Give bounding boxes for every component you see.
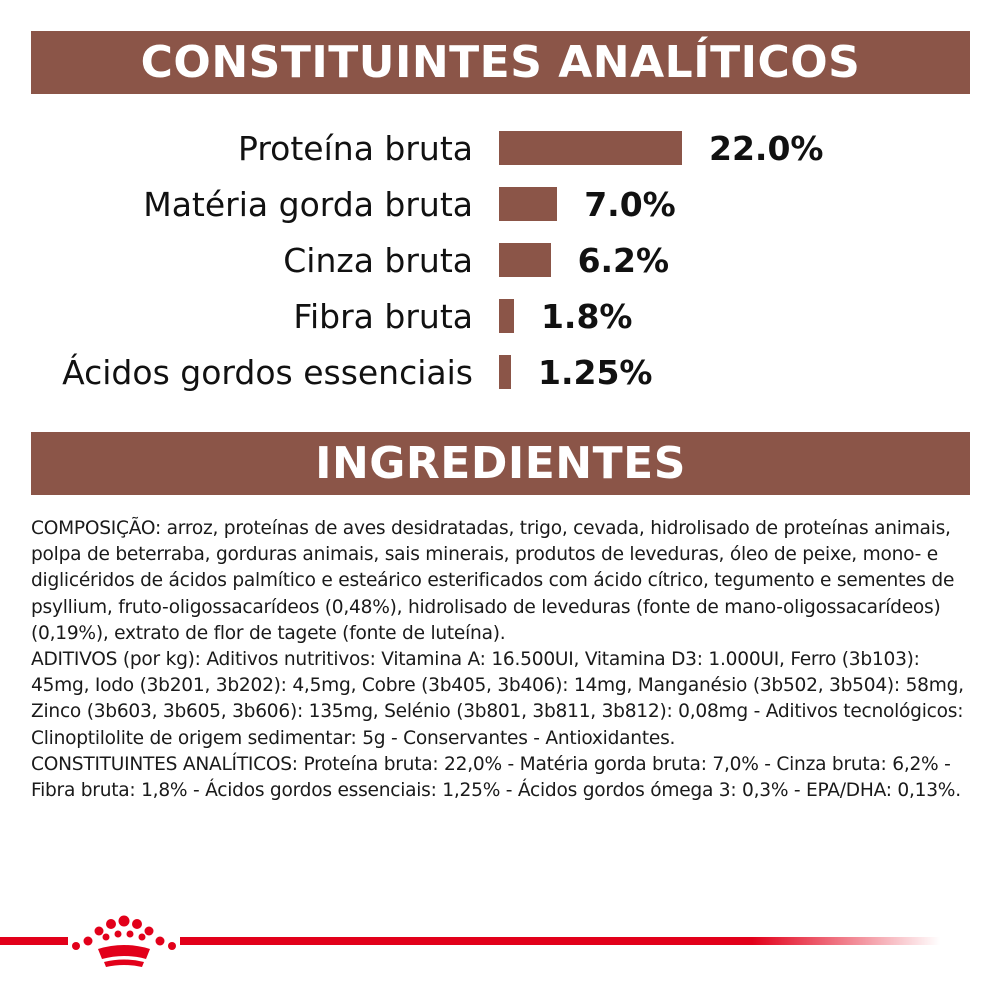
chart-row: Matéria gorda bruta 7.0%: [0, 183, 1000, 227]
chart-value-label: 6.2%: [577, 241, 670, 280]
chart-row: Ácidos gordos essenciais 1.25%: [0, 351, 1000, 395]
ingredients-analytical: CONSTITUINTES ANALÍTICOS: Proteína bruta…: [31, 753, 961, 802]
footer-red-line: [0, 937, 940, 945]
ingredients-banner: INGREDIENTES: [31, 432, 970, 495]
chart-category-label: Proteína bruta: [238, 129, 473, 168]
chart-bar: [499, 299, 514, 333]
chart-bar: [499, 243, 551, 277]
chart-row: Fibra bruta 1.8%: [0, 295, 1000, 339]
chart-category-label: Ácidos gordos essenciais: [62, 353, 473, 392]
ingredients-additives: ADITIVOS (por kg): Aditivos nutritivos: …: [31, 649, 964, 749]
chart-category-label: Cinza bruta: [283, 241, 473, 280]
chart-row: Cinza bruta 6.2%: [0, 239, 1000, 283]
analytics-banner: CONSTITUINTES ANALÍTICOS: [31, 31, 970, 94]
chart-value-label: 1.8%: [540, 297, 633, 336]
chart-value-label: 22.0%: [709, 129, 824, 168]
chart-value-label: 1.25%: [538, 353, 653, 392]
chart-category-label: Fibra bruta: [293, 297, 473, 336]
chart-category-label: Matéria gorda bruta: [143, 185, 473, 224]
ingredients-composition: COMPOSIÇÃO: arroz, proteínas de aves des…: [31, 518, 955, 644]
analytics-bar-chart: Proteína bruta 22.0% Matéria gorda bruta 7.…: [0, 110, 1000, 400]
chart-bar: [499, 187, 558, 221]
chart-row: Proteína bruta 22.0%: [0, 127, 1000, 171]
chart-bar: [499, 131, 682, 165]
chart-value-label: 7.0%: [584, 185, 676, 224]
crown-icon: [68, 913, 180, 971]
ingredients-text: COMPOSIÇÃO: arroz, proteínas de aves des…: [31, 516, 976, 804]
chart-bar: [499, 355, 511, 389]
